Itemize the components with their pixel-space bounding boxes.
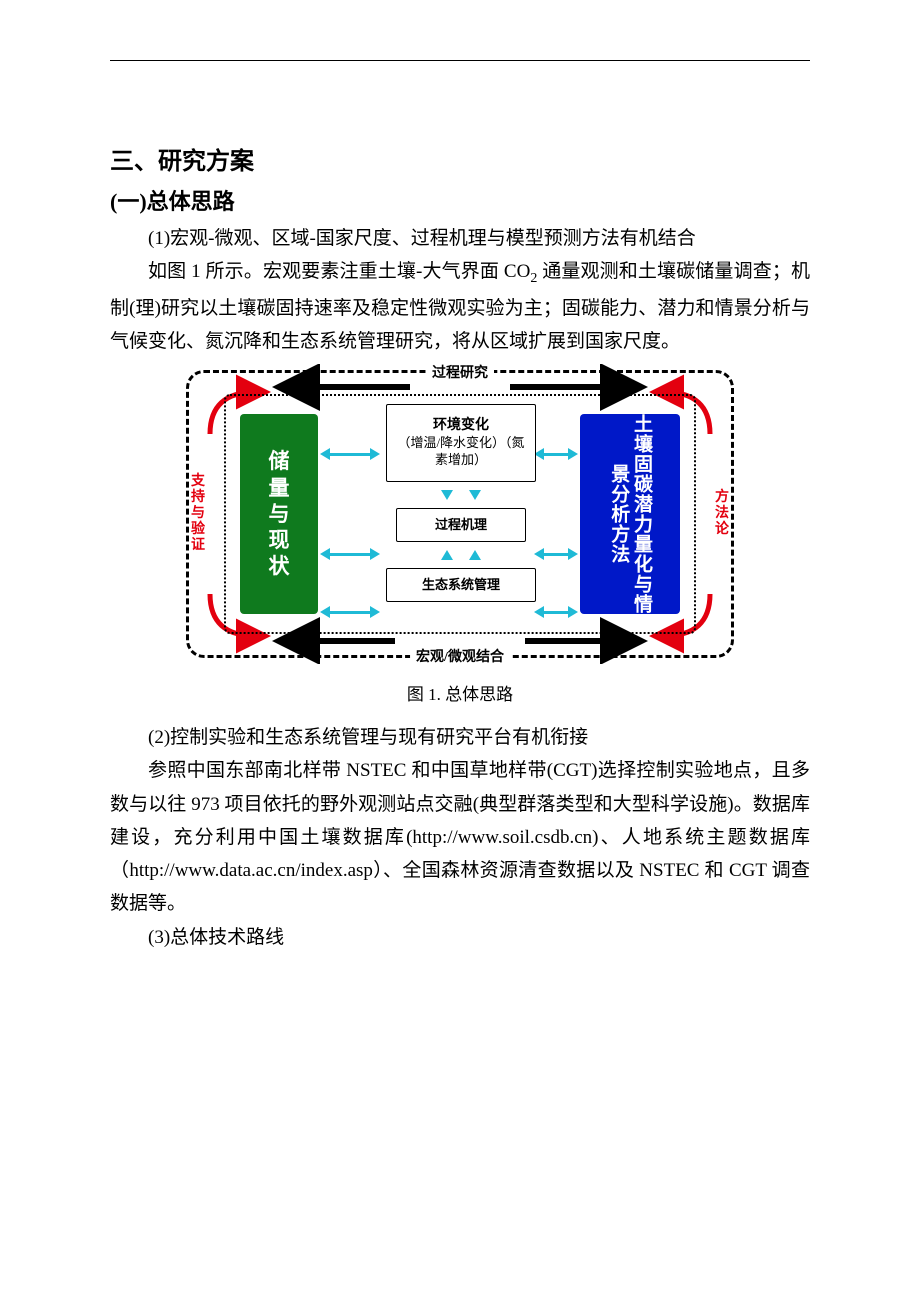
figure-1: 过程研究 宏观/微观结合 支持与验证 方法论 储量与现状 土壤固碳潜力量化与情景…	[180, 364, 740, 705]
right-blue-block: 土壤固碳潜力量化与情景分析方法	[580, 414, 680, 614]
figure-left-vertical-label: 支持与验证	[190, 474, 206, 554]
left-green-block: 储量与现状	[240, 414, 318, 614]
point-1-label: (1)宏观-微观、区域-国家尺度、过程机理与模型预测方法有机结合	[110, 222, 810, 255]
cyan-harrow-right-1	[534, 449, 578, 459]
left-block-text: 储量与现状	[268, 448, 290, 579]
cyan-harrow-right-3	[534, 607, 578, 617]
cyan-harrow-left-2	[320, 549, 380, 559]
point-3-label: (3)总体技术路线	[110, 921, 810, 954]
center-box-env-title: 环境变化	[433, 417, 489, 435]
center-box-management: 生态系统管理	[386, 568, 536, 602]
cyan-arrow-up-pair	[386, 542, 536, 568]
section-title: 三、研究方案	[110, 141, 810, 176]
center-box-env-line2: （增温/降水变化）（氮素增加）	[391, 435, 531, 469]
cyan-arrow-down-pair	[386, 482, 536, 508]
figure-top-label: 过程研究	[426, 362, 494, 382]
center-stack: 环境变化 （增温/降水变化）（氮素增加） 过程机理 生态系统管理	[386, 404, 536, 602]
page: 三、研究方案 (一)总体思路 (1)宏观-微观、区域-国家尺度、过程机理与模型预…	[0, 0, 920, 1302]
subsection-title: (一)总体思路	[110, 184, 810, 216]
figure-canvas: 过程研究 宏观/微观结合 支持与验证 方法论 储量与现状 土壤固碳潜力量化与情景…	[180, 364, 740, 664]
point-2-body: 参照中国东部南北样带 NSTEC 和中国草地样带(CGT)选择控制实验地点，且多…	[110, 754, 810, 920]
point-1-body: 如图 1 所示。宏观要素注重土壤-大气界面 CO2 通量观测和土壤碳储量调查；机…	[110, 255, 810, 358]
top-rule	[110, 60, 810, 61]
figure-right-vertical-label: 方法论	[714, 490, 730, 538]
point-2-label: (2)控制实验和生态系统管理与现有研究平台有机衔接	[110, 721, 810, 754]
cyan-harrow-left-3	[320, 607, 380, 617]
center-box-env: 环境变化 （增温/降水变化）（氮素增加）	[386, 404, 536, 482]
figure-bottom-label: 宏观/微观结合	[410, 646, 510, 666]
cyan-harrow-right-2	[534, 549, 578, 559]
center-box-mechanism: 过程机理	[396, 508, 526, 542]
right-block-text: 土壤固碳潜力量化与情景分析方法	[608, 414, 652, 614]
p1-part-a: 如图 1 所示。宏观要素注重土壤-大气界面 CO	[148, 261, 530, 282]
cyan-harrow-left-1	[320, 449, 380, 459]
figure-caption: 图 1. 总体思路	[180, 680, 740, 705]
